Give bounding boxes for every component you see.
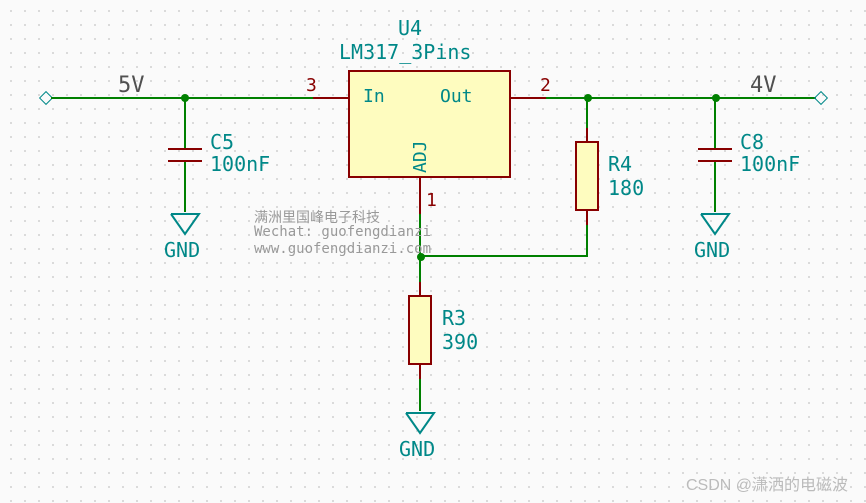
r3-gnd-svg [404,411,436,435]
r4-body [575,141,599,211]
schematic-canvas: 5V 3 In Out ADJ U4 LM317_3Pins 2 4V C5 1… [0,0,866,503]
c5-value: 100nF [210,152,270,176]
c5-plate-top [168,148,202,150]
r3-pin-top [419,282,421,296]
watermark-line3: www.guofengdianzi.com [254,241,431,257]
r3-value: 390 [442,330,478,354]
c8-value: 100nF [740,152,800,176]
c5-gnd-svg [169,212,201,236]
pin1-line [419,178,421,214]
c5-gnd-label: GND [164,238,200,262]
r4-lead-bot [586,225,588,257]
footer-text: CSDN @潇洒的电磁波 [686,471,848,495]
watermark-line2: Wechat: guofengdianzi [254,224,431,240]
r3-ref: R3 [442,306,466,330]
u4-ref: U4 [398,16,422,40]
r3-pin-bot [419,365,421,379]
pin-in-name: In [363,86,385,107]
r4-ref: R4 [608,152,632,176]
pin2-line [510,97,546,99]
r4-lead-top [586,98,588,128]
r4-value: 180 [608,176,644,200]
pin2-num: 2 [540,75,551,96]
r4-pin-top [586,128,588,142]
power-flag-out [814,91,828,105]
c8-ref: C8 [740,130,764,154]
adj-to-r4-wire [420,255,588,257]
r4-pin-bot [586,211,588,225]
pin-out-name: Out [440,86,473,107]
r3-lead-bot [419,379,421,411]
pin1-num: 1 [426,190,437,211]
c5-lead-top [184,98,186,148]
pin3-line [313,97,349,99]
r3-gnd-label: GND [399,437,435,461]
u4-value: LM317_3Pins [339,40,471,64]
r3-body [408,295,432,365]
c8-lead-bot [714,162,716,212]
net-label-in: 5V [118,73,145,98]
c8-lead-top [714,98,716,148]
pin-adj-name: ADJ [410,140,431,173]
c5-ref: C5 [210,130,234,154]
c8-gnd-svg [699,212,731,236]
c8-gnd-label: GND [694,238,730,262]
net-label-out: 4V [750,73,777,98]
pin3-num: 3 [306,75,317,96]
c5-lead-bot [184,162,186,212]
c8-plate-top [698,148,732,150]
